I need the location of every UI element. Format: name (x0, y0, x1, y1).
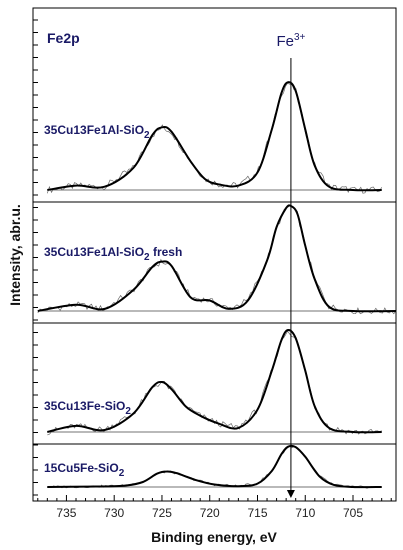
chart-title-text: Fe2p (47, 30, 80, 46)
panel-label-suffix: fresh (150, 245, 183, 259)
fe3-annotation-superscript: 3+ (294, 32, 306, 43)
x-tick-label: 735 (56, 506, 76, 520)
fe3-annotation-text: Fe (276, 33, 294, 50)
x-tick-label: 705 (343, 506, 363, 520)
x-axis-title: Binding energy, eV (151, 529, 277, 545)
panel-label-main: 15Cu5Fe-SiO (44, 461, 119, 475)
panel-label-3: 15Cu5Fe-SiO2 (44, 461, 125, 479)
panel-label-main: 35Cu13Fe1Al-SiO (44, 123, 144, 137)
spectra (37, 81, 397, 489)
panel-label-main: 35Cu13Fe-SiO (44, 399, 125, 413)
panel-label-main: 35Cu13Fe1Al-SiO (44, 245, 144, 259)
panel-label-2: 35Cu13Fe-SiO2 (44, 399, 131, 417)
spectrum-fit-line (47, 444, 382, 489)
spectrum-fit-line (37, 204, 397, 313)
spectrum-fit-line (47, 328, 382, 434)
spectrum-raw-trace (37, 204, 397, 315)
panel-label-1: 35Cu13Fe1Al-SiO2 fresh (44, 245, 182, 263)
x-tick-label: 730 (104, 506, 124, 520)
fe3-annotation: Fe3+ (276, 32, 305, 50)
y-axis-title: Intensity, abr.u. (7, 204, 23, 306)
panel-label-subscript: 2 (144, 252, 150, 263)
panel-label-subscript: 2 (119, 468, 125, 479)
spectrum-raw-trace (47, 330, 382, 436)
x-axis-tick-labels: 735 730 725 720 715 710 705 (56, 506, 363, 520)
x-tick-label: 710 (295, 506, 315, 520)
spectrum-fit-line (47, 81, 382, 192)
panel-label-subscript: 2 (144, 130, 150, 141)
spectrum-raw-trace (46, 82, 383, 194)
x-tick-label: 720 (200, 506, 220, 520)
panel-label-subscript: 2 (125, 406, 131, 417)
x-tick-label: 725 (152, 506, 172, 520)
plot-frame (32, 7, 397, 502)
fe3-reference-arrowhead (286, 490, 295, 498)
x-axis-ticks (37, 495, 392, 501)
panel-label-0: 35Cu13Fe1Al-SiO2 (44, 123, 150, 141)
chart-title: Fe2p (47, 30, 80, 46)
x-tick-label: 715 (247, 506, 267, 520)
y-axis-ticks (33, 19, 38, 496)
